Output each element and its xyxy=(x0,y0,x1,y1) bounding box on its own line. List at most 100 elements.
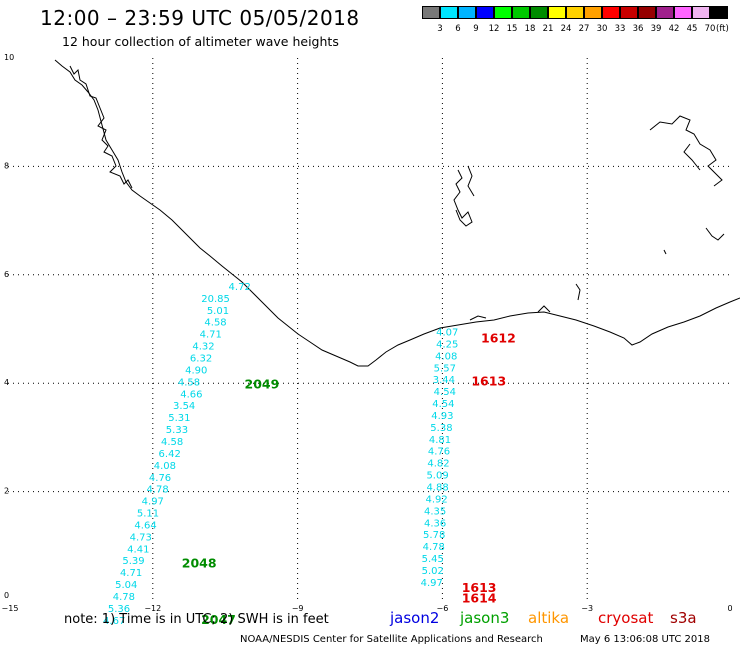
wave-height-value: 5.39 xyxy=(122,556,144,567)
coastline-detail-north xyxy=(69,65,133,189)
wave-height-value: 5.02 xyxy=(422,566,444,577)
wave-height-value: 4.82 xyxy=(427,459,449,470)
colorbar-swatch xyxy=(440,6,458,19)
colorbar-swatch xyxy=(674,6,692,19)
colorbar-swatch xyxy=(710,6,728,19)
x-tick-label: −6 xyxy=(437,604,449,613)
wave-height-value: 4.58 xyxy=(161,437,183,448)
wave-height-value: 4.73 xyxy=(130,532,152,543)
generated-timestamp: May 6 13:06:08 UTC 2018 xyxy=(580,634,710,645)
y-tick-label: 10 xyxy=(4,53,14,62)
y-tick-label: 4 xyxy=(4,378,9,387)
colorbar-swatch xyxy=(602,6,620,19)
wave-height-value: 4.90 xyxy=(185,365,207,376)
wave-height-value: 4.58 xyxy=(204,318,226,329)
wave-height-value: 5.57 xyxy=(434,363,456,374)
wave-height-value: 3.44 xyxy=(433,375,455,386)
x-tick-label: −9 xyxy=(292,604,304,613)
wave-height-value: 20.85 xyxy=(201,294,230,305)
wave-height-value: 5.45 xyxy=(422,554,444,565)
wave-height-value: 4.92 xyxy=(425,494,447,505)
altimeter-observations: 4.7220.855.014.584.714.326.324.904.584.6… xyxy=(103,282,458,627)
satellite-legend-cryosat: cryosat xyxy=(598,609,654,627)
wave-height-value: 4.78 xyxy=(146,485,168,496)
wave-height-value: 4.41 xyxy=(127,544,149,555)
wave-height-value: 6.42 xyxy=(159,449,181,460)
wave-height-value: 5.33 xyxy=(166,425,188,436)
pass-number-label: 2049 xyxy=(245,377,280,392)
credit-line: NOAA/NESDIS Center for Satellite Applica… xyxy=(240,634,543,645)
wave-height-value: 5.36 xyxy=(108,604,130,615)
wave-height-value: 4.58 xyxy=(178,377,200,388)
wave-height-value: 4.67 xyxy=(103,616,125,627)
satellite-legend-jason3: jason3 xyxy=(460,609,510,627)
colorbar-label: 33 xyxy=(614,24,626,34)
colorbar-label: 39 xyxy=(650,24,662,34)
wave-height-value: 4.71 xyxy=(120,568,142,579)
wave-height-value: 5.04 xyxy=(115,580,137,591)
river-mouth-detail xyxy=(469,283,581,321)
colorbar-label: 6 xyxy=(455,24,461,34)
x-tick-label: 0 xyxy=(727,604,732,613)
colorbar-label: 3 xyxy=(437,24,443,34)
colorbar-label: 12 xyxy=(488,24,500,34)
colorbar-label: 70 xyxy=(704,24,716,34)
wave-height-value: 4.66 xyxy=(180,389,202,400)
satellite-legend-s3a: s3a xyxy=(670,609,697,627)
wave-height-value: 5.31 xyxy=(168,413,190,424)
colorbar-swatch xyxy=(548,6,566,19)
wave-height-value: 4.78 xyxy=(113,592,135,603)
wave-height-value: 4.78 xyxy=(423,542,445,553)
wave-height-value: 4.32 xyxy=(192,342,214,353)
x-tick-label: −12 xyxy=(144,604,161,613)
colorbar-swatch xyxy=(422,6,440,19)
wave-height-value: 4.93 xyxy=(431,411,453,422)
colorbar-swatch xyxy=(530,6,548,19)
satellite-legend-altika: altika xyxy=(528,609,570,627)
wave-height-value: 4.71 xyxy=(200,330,222,341)
axis-labels: −15 −12 −9 −6 −3 0 0 2 4 6 8 10 xyxy=(2,53,733,613)
pass-number-label: 1613 xyxy=(471,373,506,388)
wave-height-value: 4.97 xyxy=(421,578,443,589)
pass-number-label: 1613 xyxy=(462,580,497,595)
coastline-west-africa xyxy=(54,59,740,367)
wave-height-value: 5.78 xyxy=(423,530,445,541)
wave-height-value: 5.09 xyxy=(426,471,448,482)
wave-height-value: 5.01 xyxy=(207,306,229,317)
colorbar-swatch xyxy=(656,6,674,19)
wave-height-value: 4.07 xyxy=(436,328,458,339)
y-tick-label: 0 xyxy=(4,591,9,600)
colorbar-swatch xyxy=(566,6,584,19)
wave-height-value: 4.76 xyxy=(428,447,450,458)
wave-height-value: 4.25 xyxy=(436,339,458,350)
x-tick-label: −3 xyxy=(581,604,593,613)
colorbar-swatch xyxy=(458,6,476,19)
pass-number-label: 1612 xyxy=(481,331,516,346)
colorbar-label: 45 xyxy=(686,24,698,34)
y-tick-label: 2 xyxy=(4,487,9,496)
colorbar-swatch xyxy=(638,6,656,19)
graticule xyxy=(8,58,732,600)
colorbar-label: 30 xyxy=(596,24,608,34)
wave-height-value: 4.54 xyxy=(434,387,456,398)
wave-height-value: 4.35 xyxy=(424,506,446,517)
wave-height-value: 4.08 xyxy=(435,351,457,362)
wave-height-value: 5.38 xyxy=(430,423,452,434)
pass-number-label: 2048 xyxy=(182,555,217,570)
colorbar-swatch xyxy=(476,6,494,19)
wave-height-value: 4.64 xyxy=(134,520,156,531)
wave-height-value: 4.08 xyxy=(154,461,176,472)
colorbar-swatch xyxy=(494,6,512,19)
pass-number-label: 1614 xyxy=(462,591,497,606)
wave-height-value: 4.88 xyxy=(426,483,448,494)
colorbar-unit: (ft) xyxy=(716,24,729,34)
colorbar-label: 24 xyxy=(560,24,572,34)
wave-height-value: 4.54 xyxy=(432,399,454,410)
wave-height-value: 4.81 xyxy=(429,435,451,446)
lake-volta xyxy=(453,165,475,227)
wave-height-value: 4.76 xyxy=(149,473,171,484)
colorbar-label: 27 xyxy=(578,24,590,34)
